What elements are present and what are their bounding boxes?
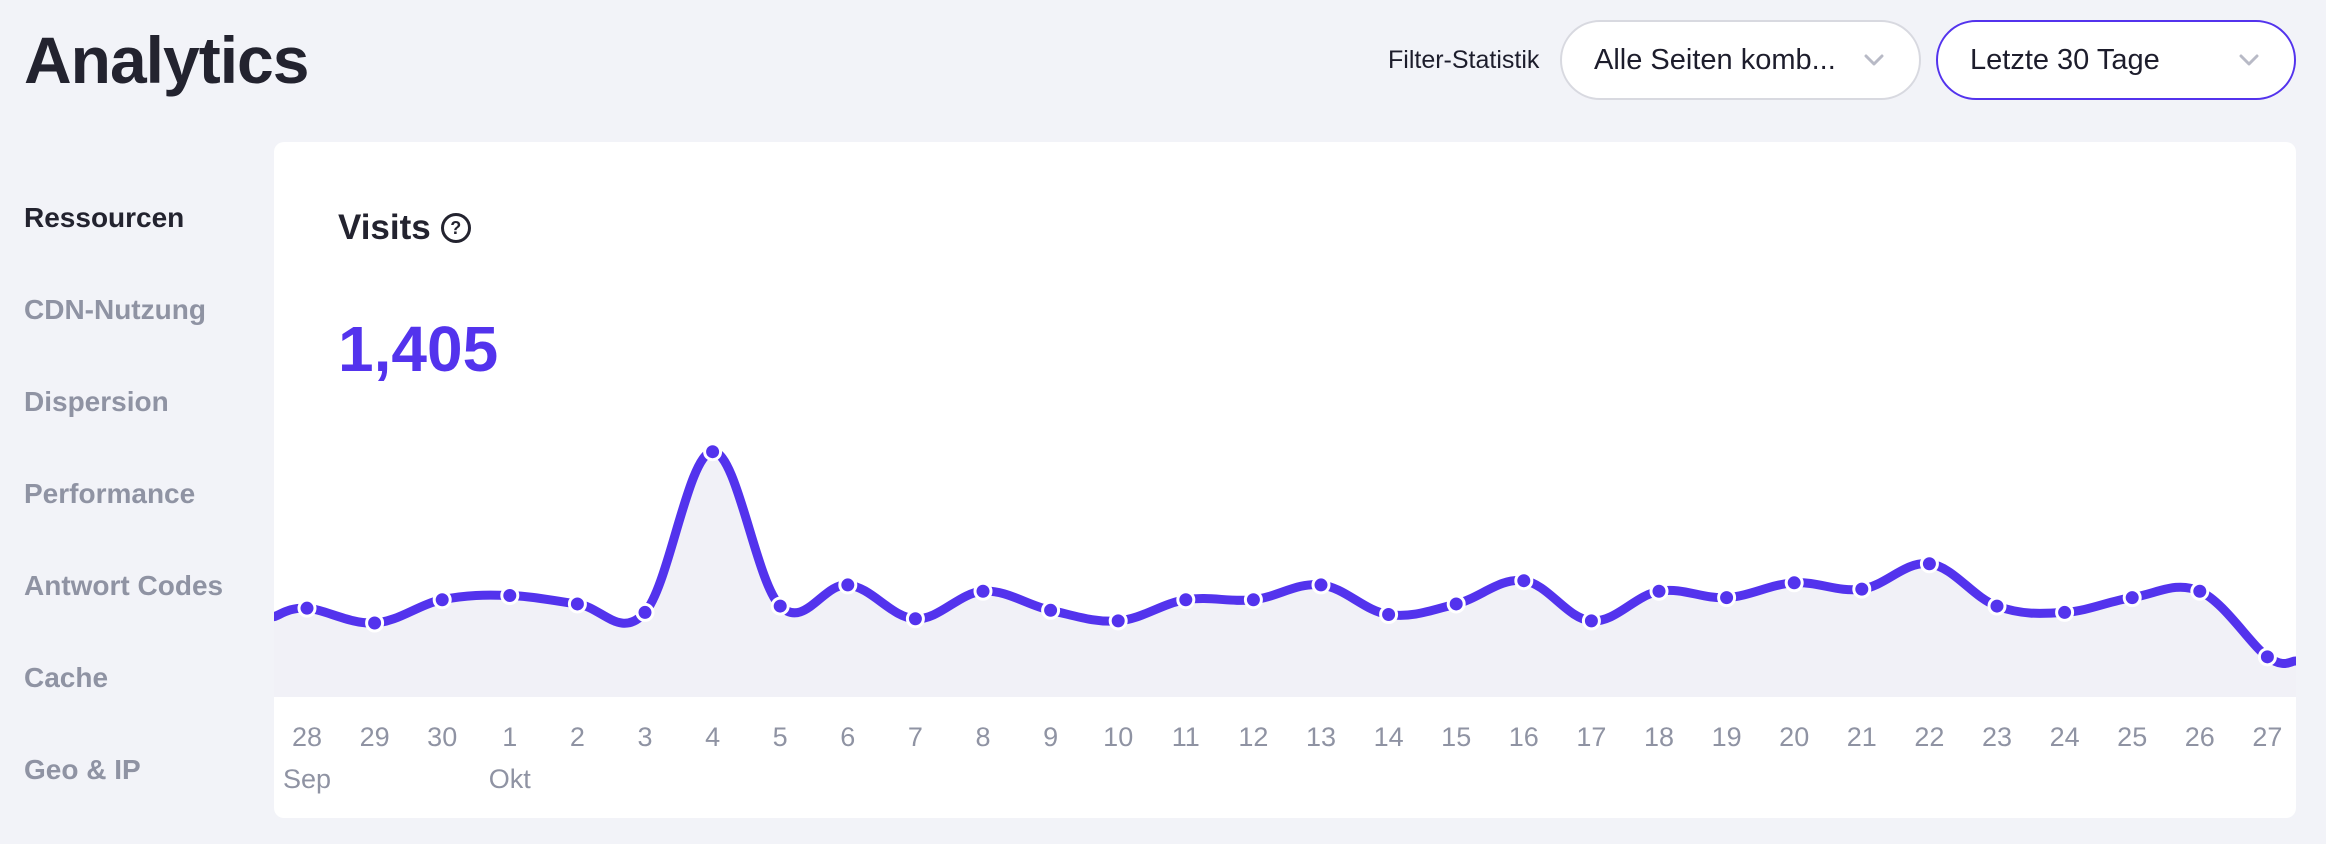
filter-label: Filter-Statistik [1388,46,1540,74]
x-tick-label: 13 [1306,722,1336,752]
data-point[interactable] [1987,596,2007,616]
x-tick-label: 28 [292,722,322,752]
chevron-down-icon [2236,47,2262,73]
sidebar-item-cache[interactable]: Cache [24,662,109,693]
data-point[interactable] [2190,581,2210,601]
x-tick-label: 8 [975,722,990,752]
sidebar-item-antwort-codes[interactable]: Antwort Codes [24,570,224,601]
data-point[interactable] [770,596,790,616]
data-point[interactable] [1108,611,1128,631]
chevron-down-icon [1861,47,1887,73]
x-tick-label: 3 [637,722,652,752]
date-range-select[interactable]: Letzte 30 Tage [1936,20,2296,100]
x-tick-label: 5 [773,722,788,752]
x-tick-label: 1 [502,722,517,752]
data-point[interactable] [973,581,993,601]
sidebar-item-ressourcen[interactable]: Ressourcen [24,202,185,233]
data-point[interactable] [365,613,385,633]
pages-select[interactable]: Alle Seiten komb... [1560,20,1921,100]
data-point[interactable] [838,575,858,595]
sidebar-item-cdn-nutzung[interactable]: CDN-Nutzung [24,294,206,325]
sidebar-item-performance[interactable]: Performance [24,478,196,509]
x-tick-label: 20 [1779,722,1809,752]
data-point[interactable] [1176,590,1196,610]
visits-card: Visits ? 1,405 28 29 30 1 2 3 4 5 6 7 8 9 10 11 12 13 14… [274,142,2296,818]
x-tick-label: 18 [1644,722,1674,752]
visits-total: 1,405 [338,313,499,385]
help-icon[interactable]: ? [440,213,471,243]
data-point[interactable] [2257,647,2277,667]
sidebar-item-dispersion[interactable]: Dispersion [24,386,169,417]
x-tick-label: 4 [705,722,720,752]
data-point[interactable] [1514,571,1534,591]
x-tick-label: 15 [1441,722,1471,752]
x-tick-label: 9 [1043,722,1058,752]
x-tick-label: 29 [360,722,390,752]
data-point[interactable] [500,585,520,605]
data-point[interactable] [1581,611,1601,631]
visits-chart: 28 29 30 1 2 3 4 5 6 7 8 9 10 11 12 13 14 15 16 17 18 19 20 21 2… [274,442,2296,794]
data-point[interactable] [703,442,723,462]
x-tick-label: 27 [2252,722,2282,752]
data-point[interactable] [2055,602,2075,622]
x-tick-label: 11 [1172,722,1200,752]
x-tick-label: 12 [1238,722,1268,752]
data-point[interactable] [635,602,655,622]
x-month-label: Sep [283,764,331,794]
x-tick-label: 2 [570,722,585,752]
data-point[interactable] [432,590,452,610]
x-tick-label: 22 [1914,722,1944,752]
x-tick-label: 25 [2117,722,2147,752]
x-tick-label: 30 [427,722,457,752]
x-tick-label: 7 [908,722,923,752]
x-tick-label: 17 [1576,722,1606,752]
card-title: Visits ? [338,208,471,248]
x-tick-label: 6 [840,722,855,752]
data-point[interactable] [1919,554,1939,574]
x-tick-label: 21 [1847,722,1877,752]
sidebar-item-geo-ip[interactable]: Geo & IP [24,754,141,785]
x-tick-label: 24 [2050,722,2080,752]
data-point[interactable] [1243,590,1263,610]
data-point[interactable] [1852,579,1872,599]
date-range-select-value: Letzte 30 Tage [1970,43,2160,76]
data-point[interactable] [1311,575,1331,595]
chart-area-fill [274,451,2296,697]
sidebar-nav: Ressourcen CDN-Nutzung Dispersion Perfor… [24,190,223,834]
x-tick-label: 10 [1103,722,1133,752]
data-point[interactable] [1717,588,1737,608]
x-tick-label: 16 [1509,722,1539,752]
data-point[interactable] [297,598,317,618]
pages-select-value: Alle Seiten komb... [1594,43,1836,76]
card-title-text: Visits [338,208,431,247]
data-point[interactable] [2122,588,2142,608]
data-point[interactable] [905,609,925,629]
data-point[interactable] [567,594,587,614]
data-point[interactable] [1446,594,1466,614]
x-tick-label: 23 [1982,722,2012,752]
page-title: Analytics [24,23,309,97]
data-point[interactable] [1649,581,1669,601]
x-tick-label: 19 [1712,722,1742,752]
x-tick-label: 14 [1374,722,1404,752]
x-tick-label: 26 [2185,722,2215,752]
data-point[interactable] [1379,605,1399,625]
data-point[interactable] [1784,573,1804,593]
x-month-label: Okt [489,764,532,794]
data-point[interactable] [1041,600,1061,620]
